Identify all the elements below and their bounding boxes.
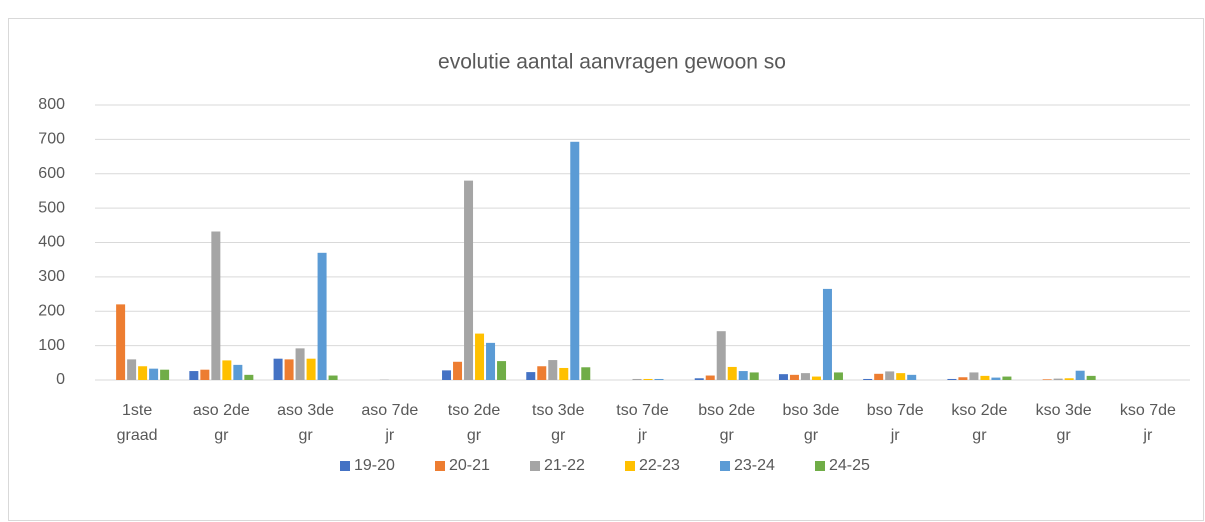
- bar: [1064, 378, 1074, 380]
- legend-swatch: [815, 461, 825, 471]
- chart-title: evolutie aantal aanvragen gewoon so: [438, 51, 786, 74]
- bar: [244, 374, 254, 380]
- bar: [328, 375, 338, 380]
- x-tick-label: bso 2de gr: [698, 402, 756, 444]
- x-tick-label: kso 7de jr: [1119, 402, 1176, 444]
- bar: [453, 361, 463, 380]
- bar: [1075, 370, 1085, 380]
- bar: [1053, 378, 1063, 380]
- bar: [716, 331, 726, 380]
- bar: [907, 374, 917, 380]
- x-tick-label: bso 3de gr: [782, 402, 840, 444]
- bar: [116, 304, 126, 380]
- bar: [947, 378, 957, 380]
- x-tick-label: aso 7de jr: [361, 402, 419, 444]
- bar: [705, 375, 715, 380]
- bar: [306, 358, 316, 380]
- bar: [273, 358, 283, 380]
- y-tick-label: 400: [38, 234, 65, 251]
- y-tick-label: 100: [38, 337, 65, 354]
- bar: [497, 361, 507, 380]
- bar: [211, 231, 221, 380]
- bar: [778, 374, 788, 380]
- bar: [632, 378, 642, 380]
- bar: [980, 375, 990, 380]
- legend-swatch: [625, 461, 635, 471]
- bar: [863, 378, 873, 380]
- bar: [581, 367, 591, 380]
- bar: [548, 360, 558, 380]
- bar: [559, 367, 569, 380]
- y-tick-label: 800: [38, 96, 65, 113]
- bar: [537, 366, 547, 380]
- bar: [694, 378, 704, 380]
- y-tick-label: 600: [38, 165, 65, 182]
- legend-swatch: [340, 461, 350, 471]
- bar: [727, 366, 737, 380]
- x-tick-label: tso 3de gr: [532, 402, 585, 444]
- bar: [738, 371, 748, 380]
- bar: [160, 369, 170, 380]
- legend-swatch: [530, 461, 540, 471]
- legend-label: 22-23: [639, 457, 680, 474]
- bar: [833, 372, 843, 380]
- bar: [526, 372, 536, 380]
- bar: [233, 364, 243, 380]
- chart-border: [8, 18, 1204, 521]
- bar: [654, 378, 664, 380]
- x-tick-label: 1ste graad: [116, 402, 158, 444]
- x-tick-label: kso 2de gr: [951, 402, 1008, 444]
- bar: [822, 288, 832, 380]
- bar: [958, 377, 968, 380]
- bar: [442, 370, 452, 380]
- legend-swatch: [720, 461, 730, 471]
- y-tick-label: 500: [38, 199, 65, 216]
- bar: [200, 369, 210, 380]
- x-tick-label: tso 7de jr: [616, 402, 669, 444]
- x-tick-label: tso 2de gr: [447, 402, 501, 444]
- legend-label: 19-20: [354, 457, 395, 474]
- bar: [149, 368, 159, 380]
- bar: [486, 342, 496, 380]
- bar: [284, 359, 294, 380]
- legend-label: 21-22: [544, 457, 585, 474]
- bar: [1002, 376, 1012, 380]
- bar: [475, 333, 485, 380]
- x-tick-label: aso 3de gr: [277, 402, 335, 444]
- bar: [874, 373, 884, 380]
- x-tick-label: bso 7de jr: [866, 402, 924, 444]
- bar: [800, 373, 810, 380]
- bar: [189, 371, 199, 380]
- bar: [896, 373, 906, 380]
- x-tick-label: aso 2de gr: [192, 402, 250, 444]
- bar: [295, 348, 305, 380]
- bar: [138, 366, 148, 380]
- bar: [991, 377, 1001, 380]
- bar: [1086, 375, 1096, 380]
- x-tick-label: kso 3de gr: [1035, 402, 1092, 444]
- legend-swatch: [435, 461, 445, 471]
- bar: [317, 252, 327, 380]
- bar: [643, 378, 653, 380]
- bar: [464, 180, 474, 380]
- y-tick-label: 200: [38, 302, 65, 319]
- legend-label: 20-21: [449, 457, 490, 474]
- bar: [749, 372, 759, 380]
- bar: [222, 360, 232, 380]
- legend-label: 24-25: [829, 457, 870, 474]
- y-tick-label: 0: [56, 371, 65, 388]
- bar: [969, 372, 979, 380]
- bar: [1042, 379, 1052, 380]
- bar: [811, 376, 821, 380]
- y-tick-label: 300: [38, 268, 65, 285]
- bar: [789, 374, 799, 380]
- bar: [127, 359, 137, 380]
- y-tick-label: 700: [38, 131, 65, 148]
- legend-label: 23-24: [734, 457, 775, 474]
- bar: [885, 371, 895, 380]
- bar: [570, 141, 580, 380]
